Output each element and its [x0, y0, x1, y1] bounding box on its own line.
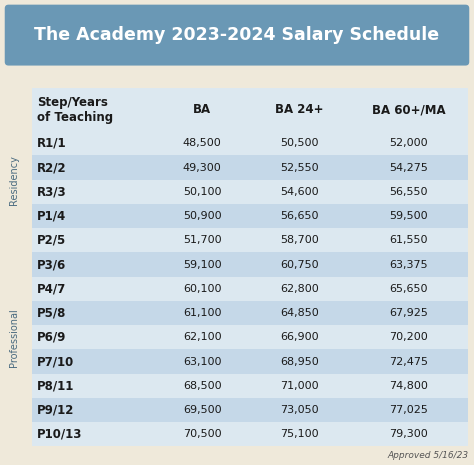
Bar: [32, 349, 468, 374]
Text: 63,100: 63,100: [183, 357, 221, 366]
Bar: [32, 301, 468, 325]
Text: 49,300: 49,300: [183, 162, 222, 173]
Text: 72,475: 72,475: [389, 357, 428, 366]
Text: P6/9: P6/9: [37, 331, 66, 344]
Text: 70,500: 70,500: [183, 429, 222, 439]
Text: 50,100: 50,100: [183, 187, 221, 197]
Text: 61,550: 61,550: [389, 235, 428, 245]
Bar: [32, 131, 468, 155]
Text: P9/12: P9/12: [37, 404, 74, 417]
Text: P3/6: P3/6: [37, 258, 66, 271]
Text: 60,750: 60,750: [280, 259, 319, 270]
Text: 77,025: 77,025: [389, 405, 428, 415]
Bar: [32, 374, 468, 398]
Bar: [32, 155, 468, 179]
Text: P1/4: P1/4: [37, 210, 66, 223]
Text: 54,600: 54,600: [280, 187, 319, 197]
Bar: [32, 277, 468, 301]
Text: 68,950: 68,950: [280, 357, 319, 366]
Text: 79,300: 79,300: [389, 429, 428, 439]
Bar: [32, 422, 468, 446]
Bar: [32, 398, 468, 422]
Text: 62,100: 62,100: [183, 332, 222, 342]
Text: 59,500: 59,500: [389, 211, 428, 221]
Text: R2/2: R2/2: [37, 161, 66, 174]
Text: 65,650: 65,650: [389, 284, 428, 294]
Text: 64,850: 64,850: [280, 308, 319, 318]
Text: 61,100: 61,100: [183, 308, 221, 318]
Text: P4/7: P4/7: [37, 282, 66, 295]
Text: 48,500: 48,500: [183, 138, 222, 148]
Text: Approved 5/16/23: Approved 5/16/23: [387, 451, 468, 460]
Text: Professional: Professional: [9, 308, 19, 366]
Text: 67,925: 67,925: [389, 308, 428, 318]
Text: 51,700: 51,700: [183, 235, 222, 245]
Bar: [32, 252, 468, 277]
Bar: [32, 204, 468, 228]
Text: 75,100: 75,100: [280, 429, 319, 439]
Text: P8/11: P8/11: [37, 379, 74, 392]
Text: 59,100: 59,100: [183, 259, 222, 270]
Bar: [32, 88, 468, 446]
Text: 58,700: 58,700: [280, 235, 319, 245]
Text: P7/10: P7/10: [37, 355, 74, 368]
Text: 56,650: 56,650: [280, 211, 319, 221]
Bar: [32, 325, 468, 349]
Text: BA 60+/MA: BA 60+/MA: [372, 103, 445, 116]
FancyBboxPatch shape: [5, 5, 469, 66]
Text: 60,100: 60,100: [183, 284, 221, 294]
Text: 68,500: 68,500: [183, 381, 222, 391]
Text: 62,800: 62,800: [280, 284, 319, 294]
Text: 50,900: 50,900: [183, 211, 222, 221]
Text: Step/Years
of Teaching: Step/Years of Teaching: [37, 96, 113, 124]
Text: P10/13: P10/13: [37, 428, 82, 441]
Text: R1/1: R1/1: [37, 137, 66, 150]
Text: R3/3: R3/3: [37, 185, 66, 198]
Bar: [32, 88, 468, 131]
Text: 54,275: 54,275: [389, 162, 428, 173]
Bar: [32, 179, 468, 204]
Text: 74,800: 74,800: [389, 381, 428, 391]
Text: 52,000: 52,000: [389, 138, 428, 148]
Text: P5/8: P5/8: [37, 306, 66, 319]
Text: P2/5: P2/5: [37, 234, 66, 247]
Text: BA: BA: [193, 103, 211, 116]
Text: 70,200: 70,200: [389, 332, 428, 342]
Text: 63,375: 63,375: [389, 259, 428, 270]
Text: 66,900: 66,900: [280, 332, 319, 342]
Text: 50,500: 50,500: [280, 138, 319, 148]
Text: 73,050: 73,050: [280, 405, 319, 415]
Text: 56,550: 56,550: [389, 187, 428, 197]
Text: 71,000: 71,000: [280, 381, 319, 391]
Text: BA 24+: BA 24+: [275, 103, 324, 116]
Bar: [32, 228, 468, 252]
Text: Residency: Residency: [9, 155, 19, 205]
Text: 69,500: 69,500: [183, 405, 222, 415]
Text: 52,550: 52,550: [280, 162, 319, 173]
Text: The Academy 2023-2024 Salary Schedule: The Academy 2023-2024 Salary Schedule: [35, 26, 439, 44]
